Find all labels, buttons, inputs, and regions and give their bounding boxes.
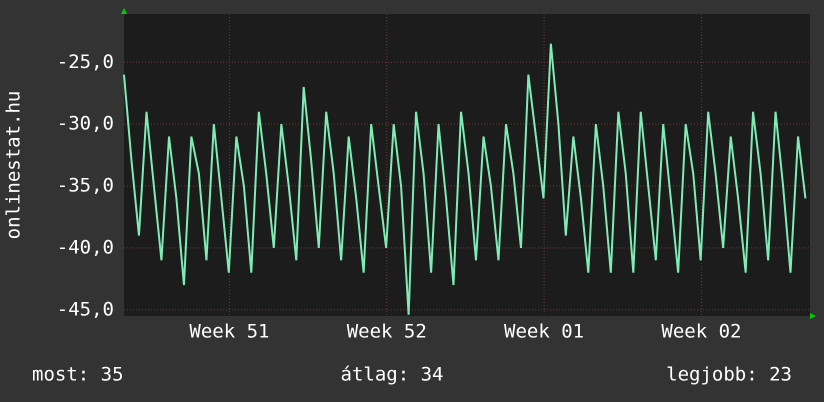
footer-best: legjobb: 23: [666, 364, 792, 386]
x-tick-label: Week 02: [661, 321, 741, 343]
x-tick-label: Week 52: [347, 321, 427, 343]
y-tick-label: -40,0: [57, 236, 114, 258]
x-tick-label: Week 51: [189, 321, 269, 343]
y-tick-label: -45,0: [57, 298, 114, 320]
x-tick-label: Week 01: [504, 321, 584, 343]
y-tick-label: -30,0: [57, 113, 114, 135]
footer-average: átlag: 34: [341, 364, 444, 386]
footer-current: most: 35: [32, 364, 124, 386]
y-axis-label: onlinestat.hu: [3, 91, 25, 240]
y-tick-label: -35,0: [57, 175, 114, 197]
data-line: [123, 43, 807, 315]
y-tick-label: -25,0: [57, 51, 114, 73]
